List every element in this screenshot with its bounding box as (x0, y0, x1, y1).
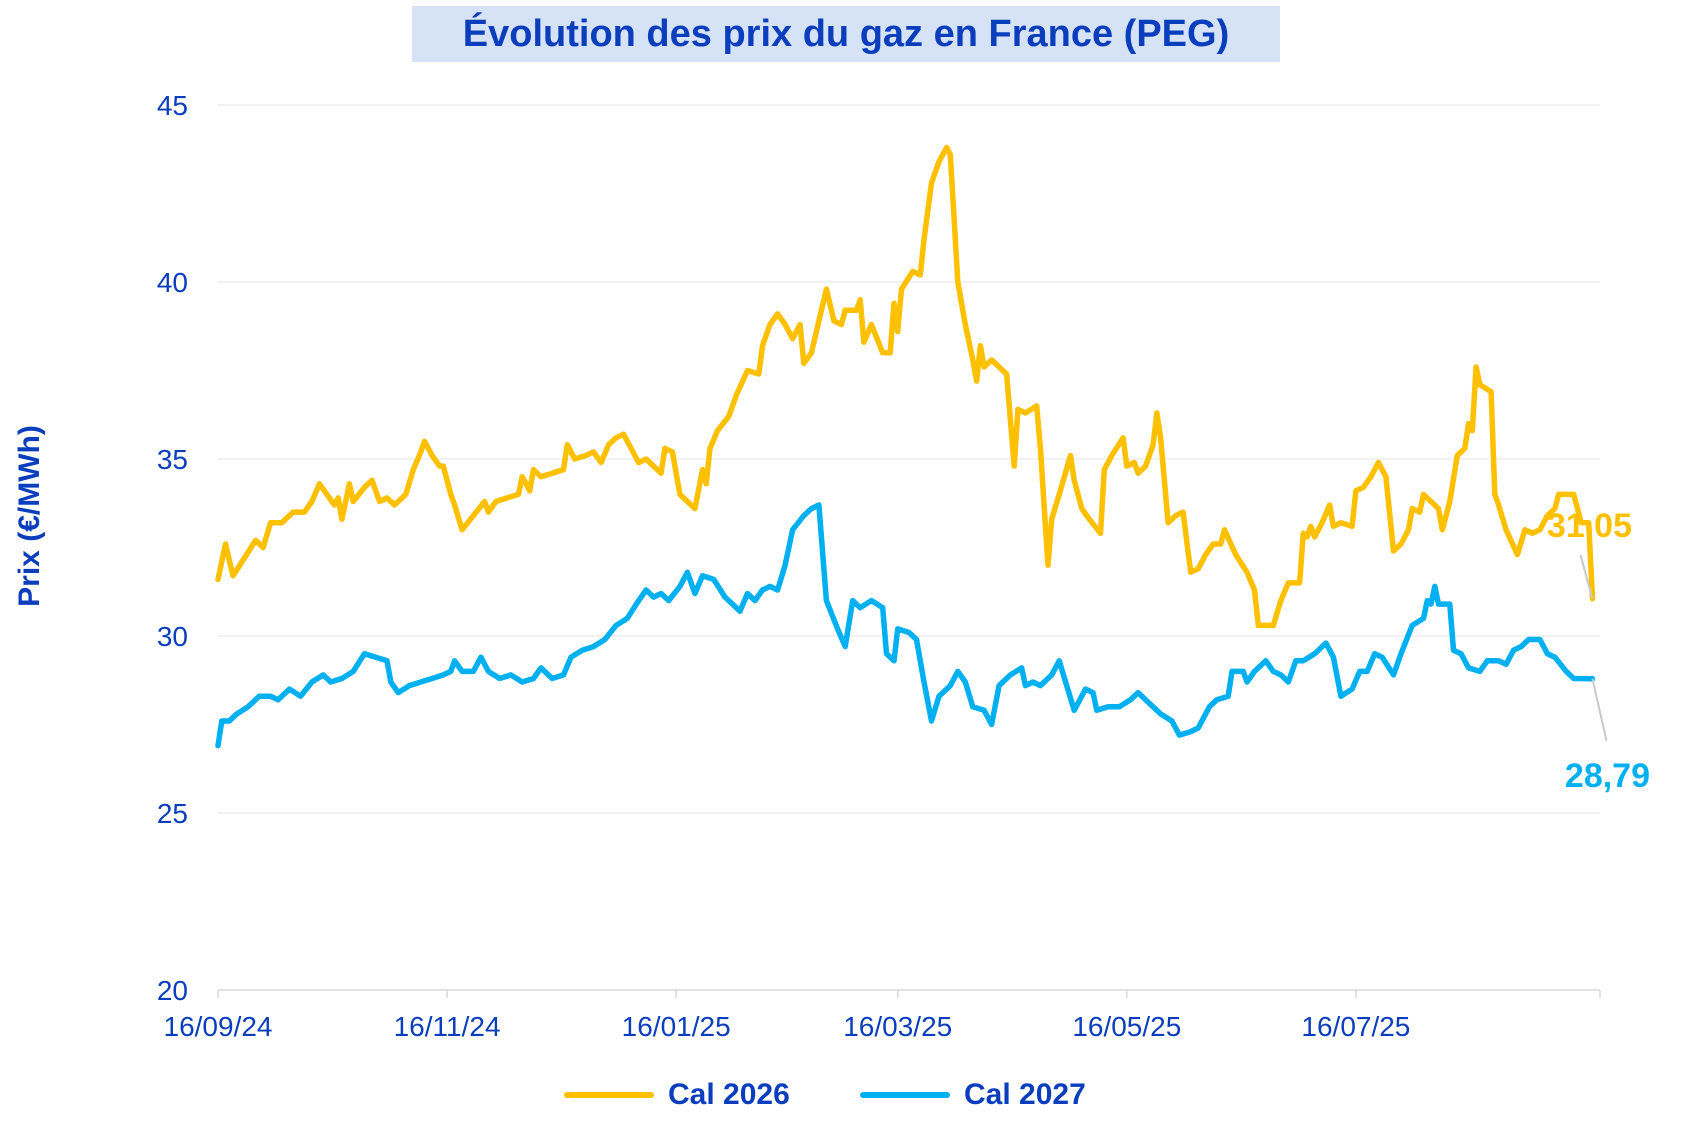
end-label-leader (1579, 554, 1594, 600)
y-tick-label-20: 20 (157, 975, 188, 1006)
x-tick-label: 16/01/25 (622, 1011, 731, 1042)
end-label-leader (1591, 678, 1608, 742)
y-tick-label-30: 30 (157, 621, 188, 652)
legend-swatch-cal-2027 (860, 1092, 950, 1098)
x-tick-label: 16/09/24 (164, 1011, 273, 1042)
legend-label-cal-2026: Cal 2026 (668, 1078, 790, 1111)
gridlines (218, 104, 1600, 814)
x-tick-label: 16/05/25 (1072, 1011, 1181, 1042)
end-value-label: 31,05 (1547, 507, 1632, 545)
end-value-label: 28,79 (1565, 757, 1650, 795)
y-tick-label-25: 25 (157, 798, 188, 829)
legend: Cal 2026 Cal 2027 (0, 1078, 1696, 1118)
axes: 20 25 30 35 40 45 16/09/24 16/11/24 16/01/25 16/0… (157, 90, 1601, 1042)
end-labels: 31,05 28,79 (1547, 507, 1650, 795)
x-tick-label: 16/07/25 (1301, 1011, 1410, 1042)
series-line-cal-2026 (215, 144, 1596, 629)
legend-swatch-cal-2026 (564, 1092, 654, 1098)
y-tick-label-35: 35 (157, 444, 188, 475)
y-tick-label-40: 40 (157, 267, 188, 298)
x-tick-label: 16/03/25 (843, 1011, 952, 1042)
y-tick-label-45: 45 (157, 90, 188, 121)
legend-label-cal-2027: Cal 2027 (964, 1078, 1086, 1111)
series-line-cal-2027 (215, 502, 1596, 749)
y-axis-label: Prix (€/MWh) (13, 425, 46, 607)
chart-title: Évolution des prix du gaz en France (PEG… (462, 12, 1230, 55)
legend-item-cal-2026: Cal 2026 (564, 1078, 790, 1112)
chart-title-box: Évolution des prix du gaz en France (PEG… (412, 6, 1280, 62)
series-lines (215, 144, 1596, 749)
x-tick-label: 16/11/24 (394, 1011, 501, 1042)
legend-item-cal-2027: Cal 2027 (860, 1078, 1086, 1112)
